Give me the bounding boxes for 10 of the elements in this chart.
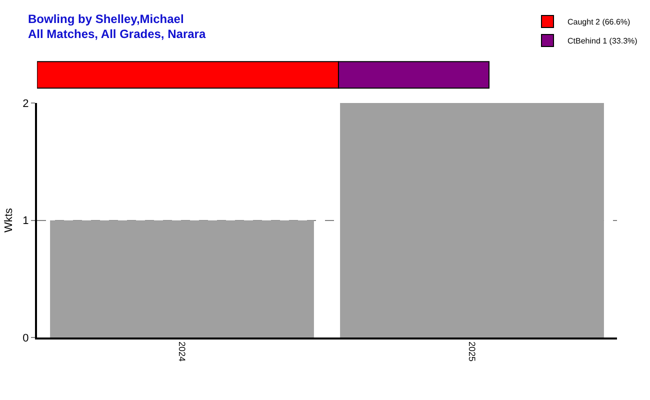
y-tick-label: 2 [22, 98, 29, 110]
y-axis-title: Wkts [2, 208, 15, 233]
x-tick-label: 2024 [177, 342, 188, 362]
y-tick-label: 1 [22, 215, 29, 228]
chart-title: Bowling by Shelley,Michael [28, 12, 184, 26]
legend-label: Caught 2 (66.6%) [568, 18, 631, 27]
legend-label: CtBehind 1 (33.3%) [568, 36, 638, 46]
chart-subtitle: All Matches, All Grades, Narara [28, 27, 206, 41]
y-tick-label: 0 [22, 332, 29, 345]
x-tick-label: 2025 [467, 342, 478, 362]
